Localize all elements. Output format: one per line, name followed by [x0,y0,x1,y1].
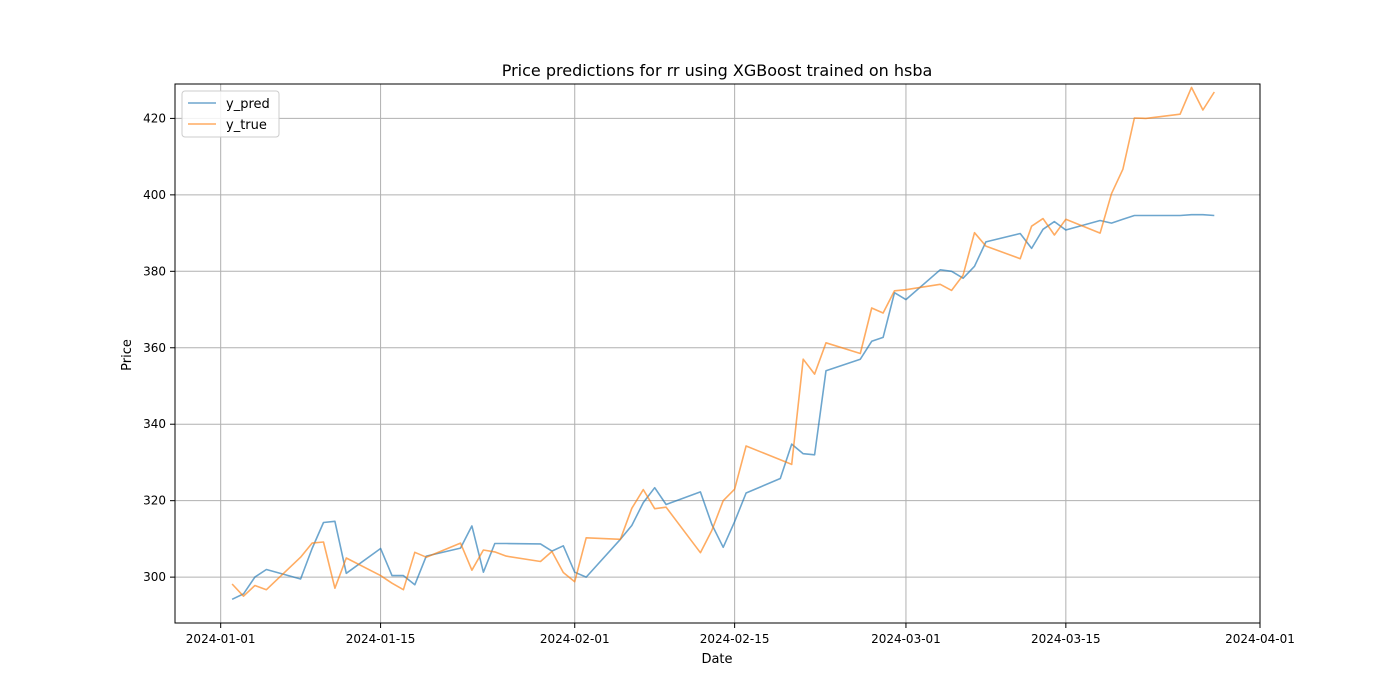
x-tick-label: 2024-02-15 [700,632,770,646]
x-tick-label: 2024-03-01 [871,632,941,646]
y-tick-label: 420 [143,111,166,125]
plot-frame [174,83,1261,624]
x-axis: 2024-01-01 2024-01-15 2024-02-01 2024-02-15… [186,623,1295,646]
x-tick-label: 2024-02-01 [540,632,610,646]
legend-label-y-true: y_true [226,118,267,133]
y-tick-label: 300 [143,570,166,584]
legend-label-y-pred: y_pred [226,97,270,112]
legend: y_pred y_true [181,90,280,138]
y-tick-label: 360 [143,341,166,355]
y-tick-label: 400 [143,188,166,202]
series-layer [231,86,1215,601]
x-tick-label: 2024-01-15 [346,632,416,646]
grid-lines [175,84,1261,623]
x-tick-label: 2024-01-01 [186,632,256,646]
series-line-y-pred [231,213,1215,601]
y-tick-label: 340 [143,417,166,431]
x-axis-label: Date [701,652,732,667]
y-axis-label: Price [120,339,135,371]
y-tick-label: 380 [143,264,166,278]
x-tick-label: 2024-04-01 [1225,632,1295,646]
y-axis: 300 320 340 360 380 400 420 [143,111,175,584]
chart-title: Price predictions for rr using XGBoost t… [502,61,933,80]
y-tick-label: 320 [143,494,166,508]
x-tick-label: 2024-03-15 [1031,632,1101,646]
series-line-y-true [231,86,1215,598]
